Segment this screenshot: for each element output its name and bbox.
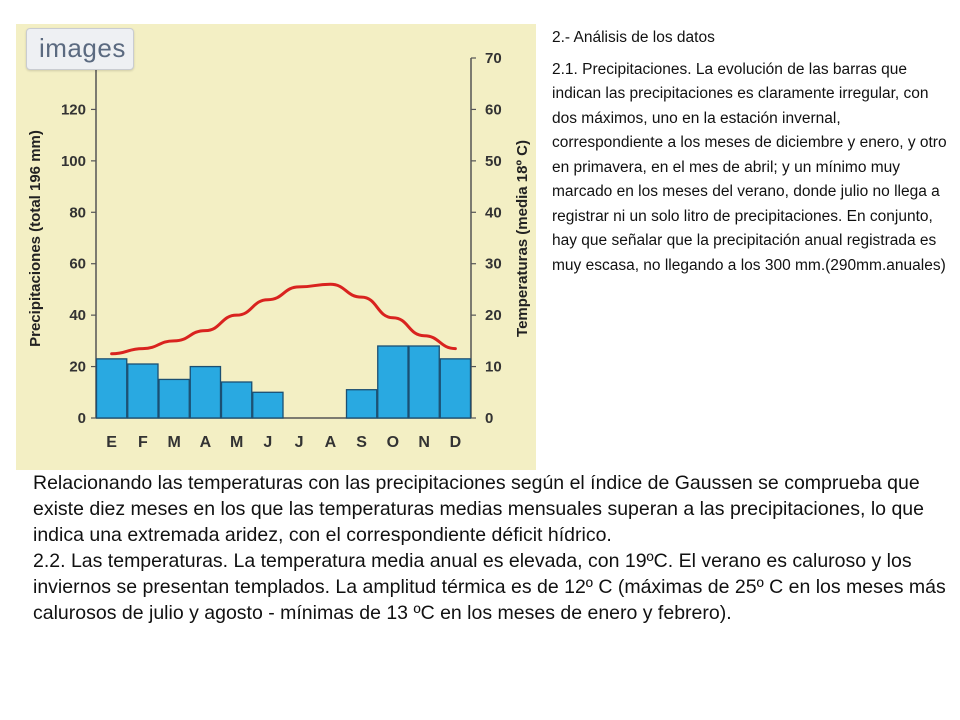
x-tick-label: O: [387, 434, 399, 451]
y-left-tick-label: 0: [78, 410, 86, 427]
precipitation-bar: [127, 363, 159, 419]
conclusion-text: Relacionando las temperaturas con las pr…: [33, 470, 948, 626]
y-right-tick-label: 30: [485, 256, 502, 273]
y-left-tick-label: 40: [69, 307, 86, 324]
precipitation-bar: [408, 345, 440, 419]
y-right-tick-label: 20: [485, 307, 502, 324]
precipitation-bar: [345, 389, 378, 419]
y-right-tick-label: 50: [485, 153, 502, 170]
y-right-tick-label: 60: [485, 101, 502, 118]
precipitation-paragraph: 2.1. Precipitaciones. La evolución de la…: [552, 60, 947, 274]
y-right-tick-label: 40: [485, 204, 502, 221]
precipitation-bar: [439, 358, 472, 419]
precipitation-bar: [252, 391, 284, 419]
climograph-chart: 0 20 40 60 80 100 120 0 10 20 30 40 50 60 70 E F M A M J J A S O…: [61, 50, 502, 451]
precipitation-bar: [220, 381, 253, 419]
y-right-tick-label: 70: [485, 50, 502, 67]
x-tick-label: F: [138, 434, 148, 451]
y-right-tick-label: 10: [485, 359, 502, 376]
x-tick-label: N: [418, 434, 430, 451]
y-left-tick-label: 100: [61, 153, 86, 170]
images-badge-label: images: [39, 33, 126, 63]
y-left-tick-label: 20: [69, 359, 86, 376]
y-left-tick-label: 60: [69, 256, 86, 273]
temperature-line: [110, 282, 457, 356]
x-tick-label: M: [230, 434, 243, 451]
precipitation-bar: [377, 345, 409, 419]
x-tick-label: A: [325, 434, 337, 451]
images-badge: images: [26, 28, 134, 70]
precipitation-bar: [95, 358, 128, 419]
analysis-heading: 2.- Análisis de los datos: [552, 29, 715, 46]
y-left-tick-label: 80: [69, 204, 86, 221]
analysis-text: 2.- Análisis de los datos 2.1. Precipita…: [552, 26, 952, 285]
x-tick-label: E: [106, 434, 117, 451]
y-left-tick-label: 120: [61, 101, 86, 118]
x-tick-label: A: [200, 434, 212, 451]
x-tick-label: J: [263, 434, 272, 451]
gaussen-paragraph: Relacionando las temperaturas con las pr…: [33, 472, 924, 546]
x-tick-label: M: [167, 434, 180, 451]
climograph-panel: 0 20 40 60 80 100 120 0 10 20 30 40 50 60 70 E F M A M J J A S O…: [16, 24, 536, 470]
y-right-tick-label: 0: [485, 410, 493, 427]
x-tick-label: S: [356, 434, 367, 451]
y-axis-right-label: Temperaturas (media 18º C): [513, 139, 531, 337]
precipitation-bar: [189, 365, 222, 419]
y-axis-left-label: Precipitaciones (total 196 mm): [26, 129, 44, 347]
temperature-paragraph: 2.2. Las temperaturas. La temperatura me…: [33, 550, 946, 624]
precipitation-bar: [158, 378, 190, 419]
x-tick-label: D: [450, 434, 462, 451]
x-tick-label: J: [295, 434, 304, 451]
